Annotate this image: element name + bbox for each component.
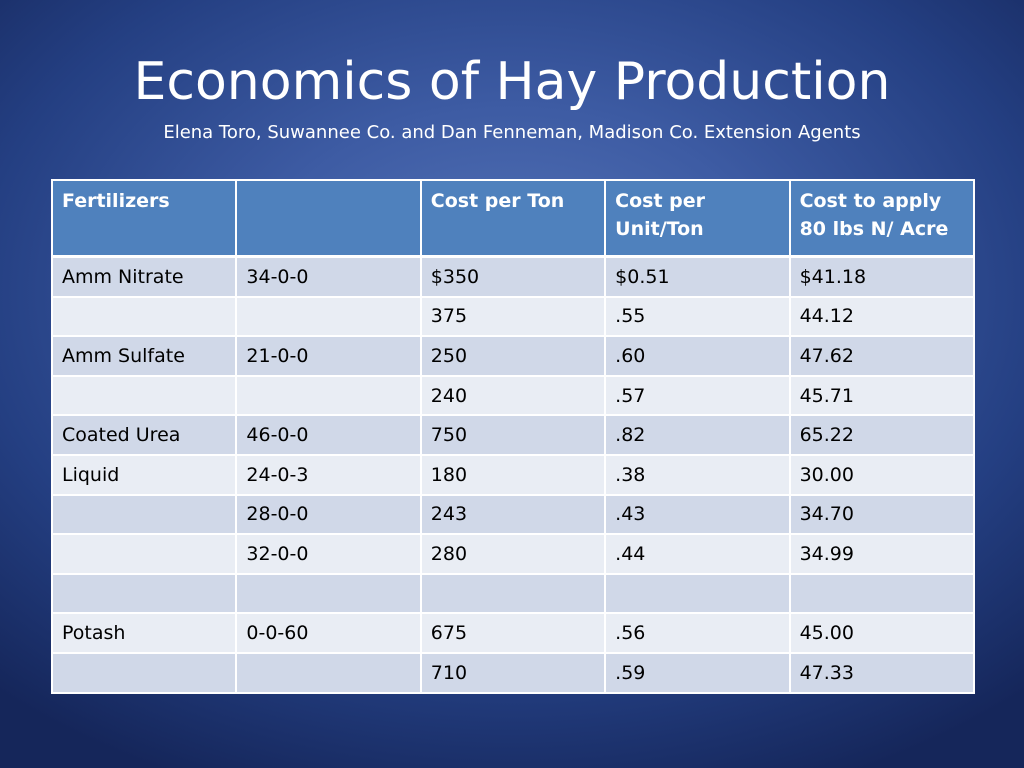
table-row: [50, 572, 975, 615]
cell-cost-per-ton: $350: [419, 255, 607, 298]
cell-cost-per-unit: .82: [604, 414, 791, 456]
table-header-row: Fertilizers Cost per Ton Cost per Unit/T…: [50, 179, 975, 258]
header-cost-per-ton: Cost per Ton: [419, 179, 607, 258]
cell-analysis: [235, 651, 422, 694]
cell-cost-to-apply: 34.99: [788, 533, 975, 575]
table-row: Amm Sulfate 21-0-0 250 .60 47.62: [50, 335, 975, 377]
cell-analysis: 28-0-0: [235, 493, 422, 536]
cell-cost-to-apply: 44.12: [788, 295, 975, 338]
cell-cost-to-apply: 47.62: [788, 335, 975, 377]
header-cost-to-apply: Cost to apply 80 lbs N/ Acre: [788, 179, 975, 258]
cell-cost-per-ton: [419, 572, 607, 615]
cell-analysis: 21-0-0: [235, 335, 422, 377]
cell-fertilizer: [50, 295, 238, 338]
cell-cost-per-ton: 280: [419, 533, 607, 575]
cell-cost-to-apply: 47.33: [788, 651, 975, 694]
cell-cost-per-unit: .59: [604, 651, 791, 694]
cell-fertilizer: [50, 533, 238, 575]
header-fertilizers: Fertilizers: [50, 179, 238, 258]
cell-fertilizer: [50, 493, 238, 536]
table-row: Liquid 24-0-3 180 .38 30.00: [50, 453, 975, 496]
table-row: Amm Nitrate 34-0-0 $350 $0.51 $41.18: [50, 255, 975, 298]
table-row: 240 .57 45.71: [50, 374, 975, 417]
cell-cost-per-ton: 750: [419, 414, 607, 456]
cell-cost-to-apply: 34.70: [788, 493, 975, 536]
cell-cost-per-ton: 250: [419, 335, 607, 377]
cell-cost-to-apply: 65.22: [788, 414, 975, 456]
cell-analysis: [235, 374, 422, 417]
cell-cost-per-ton: 710: [419, 651, 607, 694]
cell-cost-per-ton: 180: [419, 453, 607, 496]
slide-title: Economics of Hay Production: [133, 52, 891, 112]
cell-analysis: 46-0-0: [235, 414, 422, 456]
fertilizer-cost-table: Fertilizers Cost per Ton Cost per Unit/T…: [50, 179, 975, 694]
table-row: 32-0-0 280 .44 34.99: [50, 533, 975, 575]
cell-cost-per-unit: .57: [604, 374, 791, 417]
cell-cost-per-unit: .43: [604, 493, 791, 536]
cell-cost-per-unit: .44: [604, 533, 791, 575]
cell-cost-per-ton: 243: [419, 493, 607, 536]
table-row: Potash 0-0-60 675 .56 45.00: [50, 612, 975, 654]
cell-analysis: 34-0-0: [235, 255, 422, 298]
cell-cost-per-unit: [604, 572, 791, 615]
cell-cost-to-apply: 30.00: [788, 453, 975, 496]
cell-analysis: 24-0-3: [235, 453, 422, 496]
cell-analysis: 0-0-60: [235, 612, 422, 654]
cell-cost-per-ton: 375: [419, 295, 607, 338]
cell-cost-per-unit: .56: [604, 612, 791, 654]
header-cost-per-unit-ton: Cost per Unit/Ton: [604, 179, 791, 258]
cell-analysis: [235, 295, 422, 338]
cell-cost-to-apply: [788, 572, 975, 615]
cell-cost-to-apply: 45.00: [788, 612, 975, 654]
cell-cost-per-ton: 240: [419, 374, 607, 417]
cell-fertilizer: Liquid: [50, 453, 238, 496]
cell-analysis: 32-0-0: [235, 533, 422, 575]
cell-fertilizer: [50, 374, 238, 417]
header-analysis: [235, 179, 422, 258]
table-row: Coated Urea 46-0-0 750 .82 65.22: [50, 414, 975, 456]
cell-fertilizer: Potash: [50, 612, 238, 654]
table-row: 28-0-0 243 .43 34.70: [50, 493, 975, 536]
cell-cost-per-unit: .55: [604, 295, 791, 338]
cell-cost-per-unit: .60: [604, 335, 791, 377]
cell-fertilizer: Coated Urea: [50, 414, 238, 456]
cell-cost-per-ton: 675: [419, 612, 607, 654]
cell-fertilizer: [50, 572, 238, 615]
cell-cost-per-unit: .38: [604, 453, 791, 496]
cell-cost-to-apply: $41.18: [788, 255, 975, 298]
cell-fertilizer: [50, 651, 238, 694]
cell-fertilizer: Amm Sulfate: [50, 335, 238, 377]
slide-subtitle: Elena Toro, Suwannee Co. and Dan Fennema…: [163, 122, 861, 143]
cell-cost-per-unit: $0.51: [604, 255, 791, 298]
table-row: 710 .59 47.33: [50, 651, 975, 694]
cell-cost-to-apply: 45.71: [788, 374, 975, 417]
cell-fertilizer: Amm Nitrate: [50, 255, 238, 298]
table-row: 375 .55 44.12: [50, 295, 975, 338]
cell-analysis: [235, 572, 422, 615]
